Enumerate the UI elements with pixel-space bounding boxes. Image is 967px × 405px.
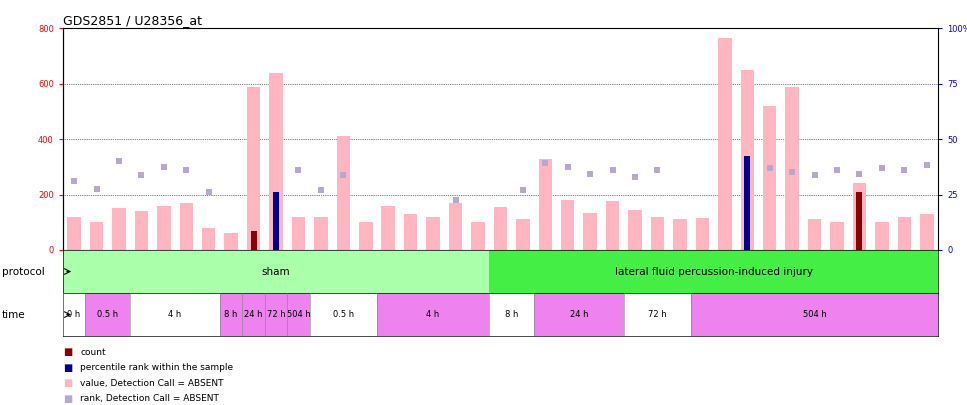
Text: percentile rank within the sample: percentile rank within the sample: [80, 363, 233, 372]
Text: 0.5 h: 0.5 h: [333, 310, 354, 319]
Bar: [314, 217, 328, 250]
Text: ■: ■: [63, 347, 73, 357]
Text: 0.5 h: 0.5 h: [97, 310, 118, 319]
Text: lateral fluid percussion-induced injury: lateral fluid percussion-induced injury: [615, 266, 812, 277]
Bar: [224, 233, 238, 250]
Text: 24 h: 24 h: [245, 310, 263, 319]
Bar: [651, 217, 664, 250]
Bar: [853, 183, 866, 250]
Text: 24 h: 24 h: [570, 310, 588, 319]
Text: 8 h: 8 h: [224, 310, 238, 319]
Bar: [337, 136, 350, 250]
Text: 72 h: 72 h: [648, 310, 667, 319]
Text: 504 h: 504 h: [286, 310, 310, 319]
Bar: [63, 293, 85, 336]
Text: rank, Detection Call = ABSENT: rank, Detection Call = ABSENT: [80, 394, 220, 403]
Bar: [269, 72, 282, 250]
Bar: [131, 293, 220, 336]
Bar: [359, 222, 372, 250]
Bar: [807, 220, 821, 250]
Bar: [180, 203, 193, 250]
Bar: [68, 217, 81, 250]
Bar: [471, 222, 484, 250]
Bar: [583, 213, 597, 250]
Bar: [920, 214, 933, 250]
Bar: [90, 222, 103, 250]
Text: count: count: [80, 348, 105, 357]
Text: 0 h: 0 h: [68, 310, 80, 319]
Bar: [494, 207, 507, 250]
Bar: [534, 293, 624, 336]
Text: value, Detection Call = ABSENT: value, Detection Call = ABSENT: [80, 379, 223, 388]
Bar: [691, 293, 938, 336]
Bar: [875, 222, 889, 250]
Bar: [673, 220, 687, 250]
Bar: [489, 250, 938, 293]
Text: ■: ■: [63, 394, 73, 403]
Bar: [309, 293, 377, 336]
Bar: [63, 250, 489, 293]
Bar: [287, 293, 309, 336]
Bar: [250, 230, 256, 250]
Bar: [247, 87, 260, 250]
Text: 504 h: 504 h: [803, 310, 827, 319]
Bar: [220, 293, 243, 336]
Bar: [157, 206, 170, 250]
Text: 72 h: 72 h: [267, 310, 285, 319]
Bar: [629, 210, 642, 250]
Bar: [624, 293, 691, 336]
Bar: [292, 217, 306, 250]
Bar: [85, 293, 131, 336]
Bar: [134, 211, 148, 250]
Text: GDS2851 / U28356_at: GDS2851 / U28356_at: [63, 14, 202, 27]
Bar: [857, 192, 863, 250]
Text: time: time: [2, 309, 25, 320]
Bar: [741, 70, 754, 250]
Text: 8 h: 8 h: [505, 310, 518, 319]
Text: 4 h: 4 h: [426, 310, 440, 319]
Bar: [426, 217, 440, 250]
Bar: [202, 228, 216, 250]
Bar: [404, 214, 418, 250]
Text: protocol: protocol: [2, 266, 44, 277]
Bar: [265, 293, 287, 336]
Bar: [516, 220, 530, 250]
Bar: [606, 201, 619, 250]
Bar: [243, 293, 265, 336]
Bar: [382, 206, 395, 250]
Bar: [785, 87, 799, 250]
Bar: [831, 222, 844, 250]
Bar: [449, 203, 462, 250]
Bar: [377, 293, 489, 336]
Bar: [112, 209, 126, 250]
Text: sham: sham: [262, 266, 290, 277]
Bar: [745, 156, 750, 250]
Text: ■: ■: [63, 363, 73, 373]
Bar: [561, 200, 574, 250]
Text: ■: ■: [63, 378, 73, 388]
Bar: [718, 38, 732, 250]
Bar: [539, 158, 552, 250]
Bar: [897, 217, 911, 250]
Bar: [273, 192, 279, 250]
Bar: [763, 106, 777, 250]
Bar: [695, 218, 709, 250]
Text: 4 h: 4 h: [168, 310, 182, 319]
Bar: [489, 293, 534, 336]
